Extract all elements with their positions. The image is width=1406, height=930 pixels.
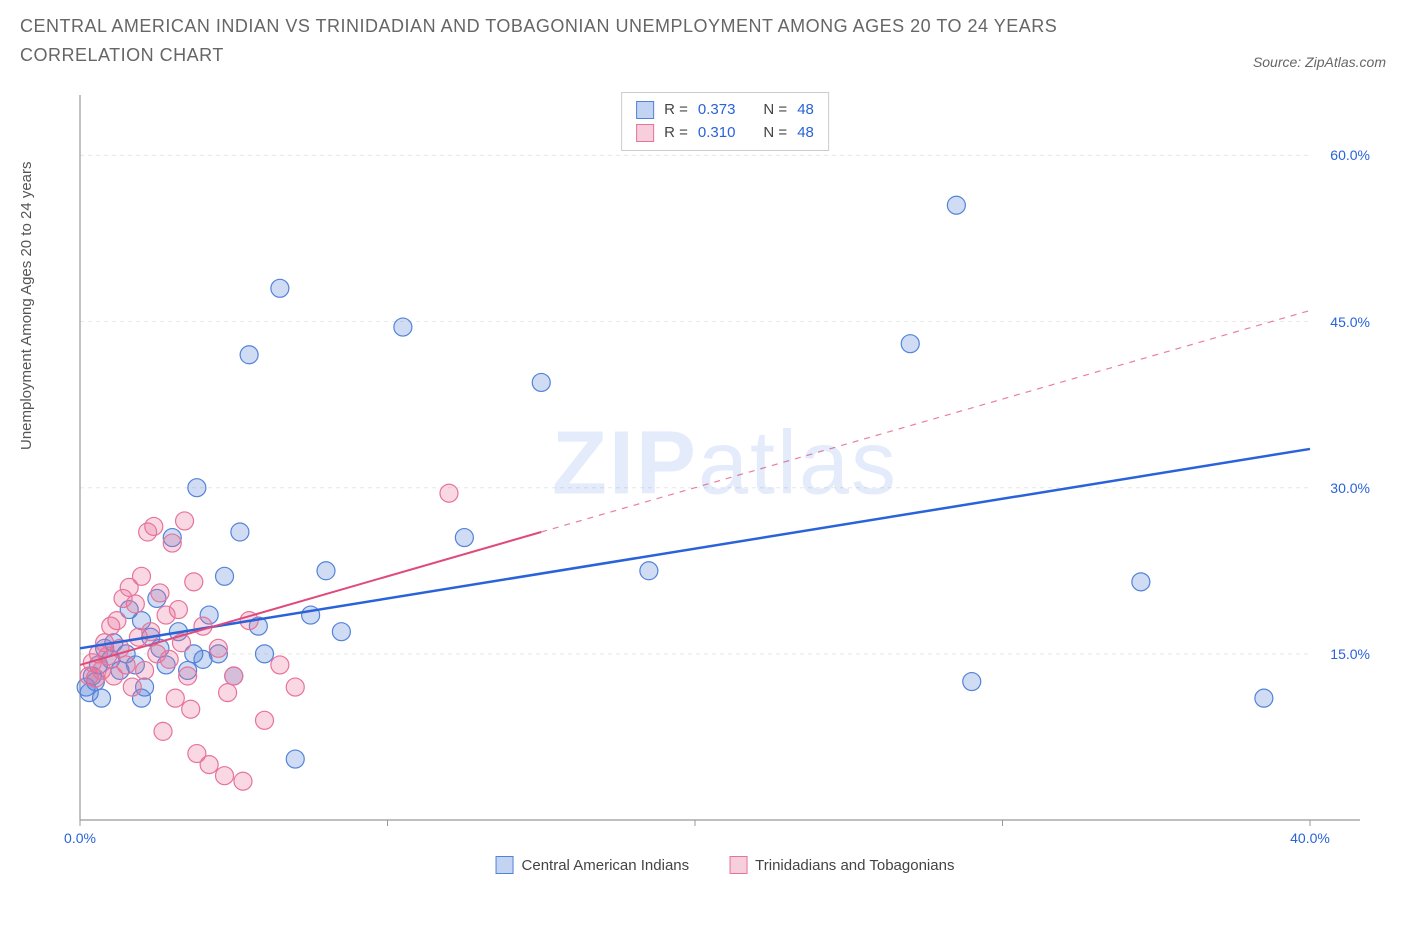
legend-bottom-label-0: Central American Indians [522, 857, 690, 874]
legend-bottom-swatch-0 [496, 856, 514, 874]
legend-series-names: Central American Indians Trinidadians an… [496, 856, 955, 874]
chart-title: CENTRAL AMERICAN INDIAN VS TRINIDADIAN A… [20, 12, 1120, 70]
legend-bottom-swatch-1 [729, 856, 747, 874]
y-tick-label: 45.0% [1330, 314, 1370, 330]
scatter-plot-svg [70, 90, 1380, 870]
legend-row-series-0: R = 0.373 N = 48 [636, 99, 814, 122]
y-tick-label: 60.0% [1330, 147, 1370, 163]
legend-correlation-box: R = 0.373 N = 48 R = 0.310 N = 48 [621, 92, 829, 151]
legend-n-label-0: N = [763, 99, 787, 122]
legend-swatch-series-1 [636, 124, 654, 142]
legend-item-series-0: Central American Indians [496, 856, 690, 874]
legend-swatch-series-0 [636, 101, 654, 119]
legend-r-value-0: 0.373 [698, 99, 736, 122]
x-tick-label: 0.0% [64, 830, 96, 846]
legend-r-label-0: R = [664, 99, 688, 122]
legend-bottom-label-1: Trinidadians and Tobagonians [755, 857, 954, 874]
source-attribution: Source: ZipAtlas.com [1253, 54, 1386, 70]
legend-r-value-1: 0.310 [698, 122, 736, 145]
y-tick-label: 15.0% [1330, 646, 1370, 662]
chart-area: ZIPatlas R = 0.373 N = 48 R = 0.310 N = … [70, 90, 1380, 870]
legend-n-label-1: N = [763, 122, 787, 145]
legend-item-series-1: Trinidadians and Tobagonians [729, 856, 954, 874]
y-axis-label: Unemployment Among Ages 20 to 24 years [18, 161, 35, 450]
y-tick-label: 30.0% [1330, 480, 1370, 496]
legend-n-value-0: 48 [797, 99, 814, 122]
legend-row-series-1: R = 0.310 N = 48 [636, 122, 814, 145]
x-tick-label: 40.0% [1290, 830, 1330, 846]
legend-n-value-1: 48 [797, 122, 814, 145]
legend-r-label-1: R = [664, 122, 688, 145]
